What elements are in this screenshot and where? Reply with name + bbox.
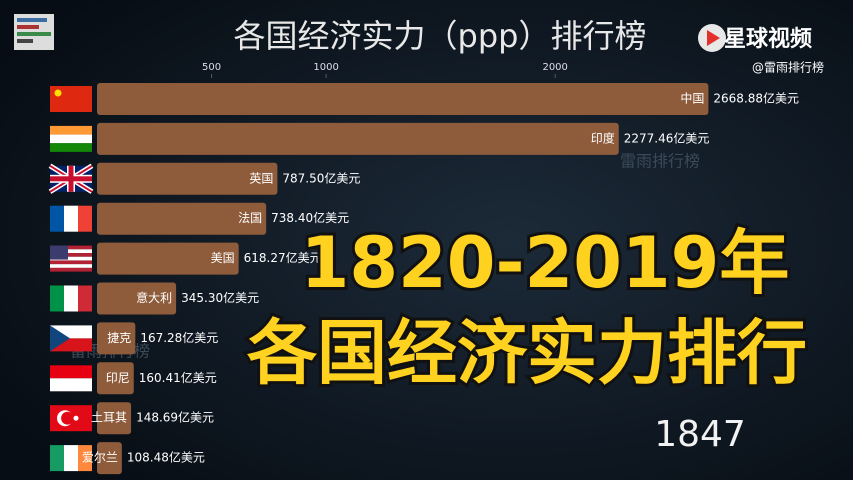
chart-title: 各国经济实力（ppp）排行榜 [234,17,647,55]
bar [97,282,177,315]
flag-part [50,264,92,268]
flag-part [50,245,92,250]
overlay-heading: 各国经济实力排行 [247,312,807,394]
year-label: 1847 [654,414,746,455]
flag-part [54,89,62,97]
flag-part [50,260,92,265]
brand: 星球视频 [724,26,812,52]
flag-part [50,285,64,312]
flag-part [78,445,92,472]
flag-part [64,285,78,312]
x-tick-label: 2000 [542,62,567,73]
flag-part [50,205,64,232]
flag-part [50,267,92,272]
flag-part [50,445,64,472]
category-label: 爱尔兰 [82,450,118,465]
category-label: 意大利 [136,290,172,305]
flag [50,205,92,232]
flag [50,86,92,112]
value-label: 167.28亿美元 [140,330,218,345]
category-label: 美国 [211,251,235,265]
flag [50,445,92,472]
flag-part [50,378,92,392]
brand-icon-play [707,30,720,46]
bar [97,322,136,355]
flag-part [73,415,79,421]
value-label: 2668.88亿美元 [713,91,799,106]
value-label: 160.41亿美元 [139,370,217,385]
value-label: 148.69亿美元 [136,410,214,425]
flag-part [78,285,92,312]
bar [97,362,134,395]
flag-part [50,245,68,260]
flag-part [50,253,92,257]
category-label: 英国 [249,171,273,185]
category-label: 捷克 [107,331,131,345]
flag [50,325,92,352]
flag [50,365,92,392]
bar [97,202,267,235]
flag-part [78,205,92,232]
value-label: 108.48亿美元 [127,450,205,465]
category-label: 印度 [591,130,615,145]
flag-part [64,205,78,232]
flag-part [50,365,92,379]
flag-part [50,143,92,152]
flag-part [50,134,92,144]
handle: @雷雨排行榜 [752,60,824,75]
value-label: 618.27亿美元 [244,250,322,265]
bar [97,242,239,275]
logo [14,14,54,50]
value-label: 738.40亿美元 [271,210,349,225]
bar [97,402,132,435]
value-label: 2277.46亿美元 [624,130,710,145]
x-tick-label: 1000 [313,62,338,73]
value-label: 345.30亿美元 [181,290,259,305]
flag [50,125,92,152]
flag-part [50,325,70,352]
flag [50,285,92,312]
flag-part [50,125,92,135]
value-label: 787.50亿美元 [282,170,360,185]
flag-part [50,86,92,112]
flag-part [68,165,74,192]
flag [48,163,94,194]
category-label: 法国 [238,211,262,225]
bar [97,162,278,195]
flag [50,245,92,272]
flag-part [64,445,78,472]
bar [97,83,709,115]
flag-part [50,256,92,261]
category-label: 土耳其 [91,411,127,425]
watermark: 雷雨排行榜 [620,152,700,171]
bar [97,442,122,475]
category-label: 中国 [680,91,704,106]
flag-part [50,249,92,254]
flag [50,405,92,432]
overlay-heading: 1820-2019年 [301,222,790,304]
category-label: 印尼 [106,371,130,385]
flag-part [61,411,74,425]
bar [97,122,619,155]
x-tick-label: 500 [202,62,221,73]
